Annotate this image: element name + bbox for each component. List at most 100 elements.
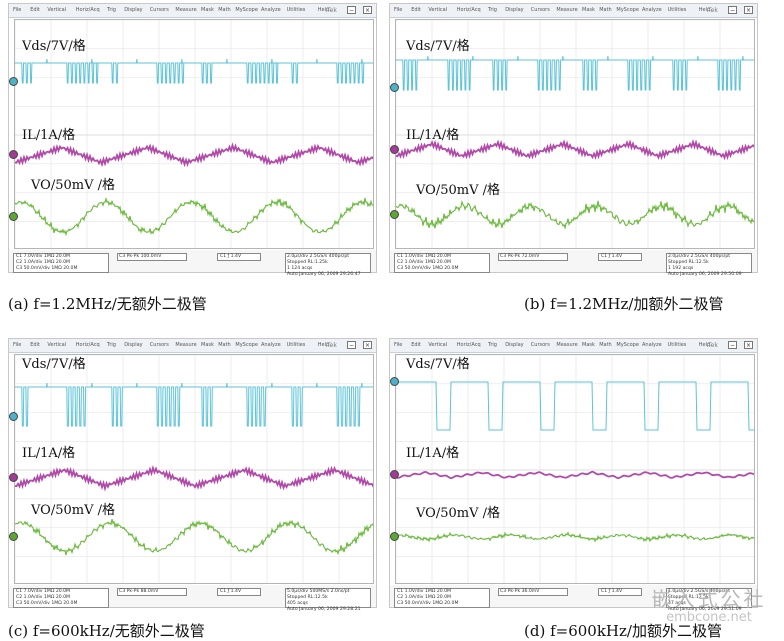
menu-item-vertical[interactable]: Vertical	[428, 342, 447, 348]
il-channel-marker[interactable]	[9, 473, 18, 482]
menu-item-math[interactable]: Math	[599, 342, 612, 348]
il-channel-label: IL/1A/格	[406, 442, 459, 461]
menu-item-analyze[interactable]: Analyze	[642, 7, 662, 13]
il-channel-marker[interactable]	[390, 145, 399, 154]
menu-item-measure[interactable]: Measure	[175, 7, 196, 13]
il-channel-marker[interactable]	[390, 470, 399, 479]
menu-item-horiz-acq[interactable]: Horiz/Acq	[76, 342, 100, 348]
run-state: Stopped RL:1.25k	[287, 260, 328, 265]
menu-item-mask[interactable]: Mask	[582, 7, 595, 13]
ch2-scale: C2 1.0A/div 1MΩ 20.0M	[16, 260, 70, 265]
vds-waveform	[396, 56, 755, 90]
vo-channel-marker[interactable]	[390, 210, 399, 219]
timebase-readout: 2.0μs/div 2.5GS/s 400ps/pt	[287, 254, 349, 259]
menu-item-trig[interactable]: Trig	[488, 342, 497, 348]
menu-item-trig[interactable]: Trig	[488, 7, 497, 13]
vds-channel-marker[interactable]	[9, 412, 18, 421]
menu-item-analyze[interactable]: Analyze	[261, 342, 281, 348]
menu-item-vertical[interactable]: Vertical	[47, 7, 66, 13]
menu-item-horiz-acq[interactable]: Horiz/Acq	[457, 7, 481, 13]
menu-item-edit[interactable]: Edit	[411, 7, 421, 13]
menu-item-mask[interactable]: Mask	[201, 7, 214, 13]
menu-item-myscope[interactable]: MyScope	[616, 342, 639, 348]
vds-channel-marker[interactable]	[390, 377, 399, 386]
scope-status-bar: C1 1.0V/div 1MΩ 20.0M C2 1.0A/div 1MΩ 20.…	[390, 250, 757, 272]
ch3-scale: C3 50.0mV/div 1MΩ 20.0M	[16, 266, 77, 271]
il-channel-marker[interactable]	[9, 150, 18, 159]
watermark-url: embcone.net	[636, 611, 782, 625]
minimize-button[interactable]: −	[347, 341, 356, 349]
minimize-button[interactable]: −	[347, 6, 356, 14]
menu-item-myscope[interactable]: MyScope	[235, 342, 258, 348]
ch3-scale: C3 50.0mV/div 1MΩ 20.0M	[397, 601, 458, 606]
menu-item-file[interactable]: File	[394, 7, 402, 13]
scope-menubar: File Edit Vertical Horiz/Acq Trig Display Curs…	[9, 339, 376, 353]
menu-item-utilities[interactable]: Utilities	[668, 342, 687, 348]
vo-channel-label: VO/50mV /格	[31, 174, 115, 193]
menu-item-edit[interactable]: Edit	[30, 342, 40, 348]
menu-item-cursors[interactable]: Cursors	[531, 342, 550, 348]
menu-item-measure[interactable]: Measure	[556, 342, 577, 348]
menu-item-edit[interactable]: Edit	[30, 7, 40, 13]
scope-menubar: File Edit Vertical Horiz/Acq Trig Display Curs…	[9, 4, 376, 18]
tek-trigger-indicator: Tek	[327, 342, 337, 349]
vds-channel-marker[interactable]	[9, 77, 18, 86]
il-channel-label: IL/1A/格	[406, 124, 459, 143]
vo-channel-marker[interactable]	[9, 212, 18, 221]
vds-channel-marker[interactable]	[390, 83, 399, 92]
menu-item-file[interactable]: File	[13, 7, 21, 13]
menu-item-math[interactable]: Math	[218, 7, 231, 13]
scope-menubar: File Edit Vertical Horiz/Acq Trig Display Curs…	[390, 339, 757, 353]
acquisition-count: 1 192 acqs	[668, 266, 693, 271]
menu-item-mask[interactable]: Mask	[201, 342, 214, 348]
menu-item-horiz-acq[interactable]: Horiz/Acq	[457, 342, 481, 348]
date-time: Auto January 06, 2009 29:50:09	[668, 272, 742, 277]
menu-item-file[interactable]: File	[13, 342, 21, 348]
close-button[interactable]: ×	[363, 341, 372, 349]
menu-item-display[interactable]: Display	[505, 7, 523, 13]
menu-item-utilities[interactable]: Utilities	[668, 7, 687, 13]
menu-item-utilities[interactable]: Utilities	[287, 342, 306, 348]
menu-item-trig[interactable]: Trig	[107, 7, 116, 13]
close-button[interactable]: ×	[744, 341, 753, 349]
il-waveform	[15, 468, 374, 488]
menu-item-measure[interactable]: Measure	[175, 342, 196, 348]
menu-item-cursors[interactable]: Cursors	[531, 7, 550, 13]
menu-item-display[interactable]: Display	[124, 7, 142, 13]
vds-channel-label: Vds/7V/格	[22, 353, 86, 372]
ch1-scale: C1 7.0V/div 1MΩ 20.0M	[16, 254, 70, 259]
menu-item-cursors[interactable]: Cursors	[150, 7, 169, 13]
ch3-scale: C3 50.0mV/div 1MΩ 20.0M	[397, 266, 458, 271]
il-waveform	[15, 145, 374, 164]
menu-item-display[interactable]: Display	[124, 342, 142, 348]
minimize-button[interactable]: −	[728, 341, 737, 349]
close-button[interactable]: ×	[363, 6, 372, 14]
menu-item-display[interactable]: Display	[505, 342, 523, 348]
scope-panel-d: File Edit Vertical Horiz/Acq Trig Display Curs…	[389, 338, 758, 608]
menu-item-mask[interactable]: Mask	[582, 342, 595, 348]
menu-item-myscope[interactable]: MyScope	[235, 7, 258, 13]
menu-item-edit[interactable]: Edit	[411, 342, 421, 348]
date-time: Auto January 06, 2009 29:26:47	[287, 272, 361, 277]
il-channel-label: IL/1A/格	[22, 442, 75, 461]
vo-channel-marker[interactable]	[9, 532, 18, 541]
menu-item-math[interactable]: Math	[599, 7, 612, 13]
measurement-readout: C3 Pk-Pk 36.0mV	[500, 589, 539, 594]
menu-item-vertical[interactable]: Vertical	[428, 7, 447, 13]
menu-item-cursors[interactable]: Cursors	[150, 342, 169, 348]
close-button[interactable]: ×	[744, 6, 753, 14]
minimize-button[interactable]: −	[728, 6, 737, 14]
vo-channel-marker[interactable]	[390, 532, 399, 541]
menu-item-file[interactable]: File	[394, 342, 402, 348]
menu-item-utilities[interactable]: Utilities	[287, 7, 306, 13]
menu-item-horiz-acq[interactable]: Horiz/Acq	[76, 7, 100, 13]
scope-panel-a: File Edit Vertical Horiz/Acq Trig Display Curs…	[8, 3, 377, 273]
menu-item-myscope[interactable]: MyScope	[616, 7, 639, 13]
menu-item-trig[interactable]: Trig	[107, 342, 116, 348]
scope-status-bar: C1 7.0V/div 1MΩ 20.0M C2 1.0A/div 1MΩ 20.…	[9, 250, 376, 272]
menu-item-math[interactable]: Math	[218, 342, 231, 348]
menu-item-analyze[interactable]: Analyze	[642, 342, 662, 348]
menu-item-measure[interactable]: Measure	[556, 7, 577, 13]
menu-item-vertical[interactable]: Vertical	[47, 342, 66, 348]
menu-item-analyze[interactable]: Analyze	[261, 7, 281, 13]
